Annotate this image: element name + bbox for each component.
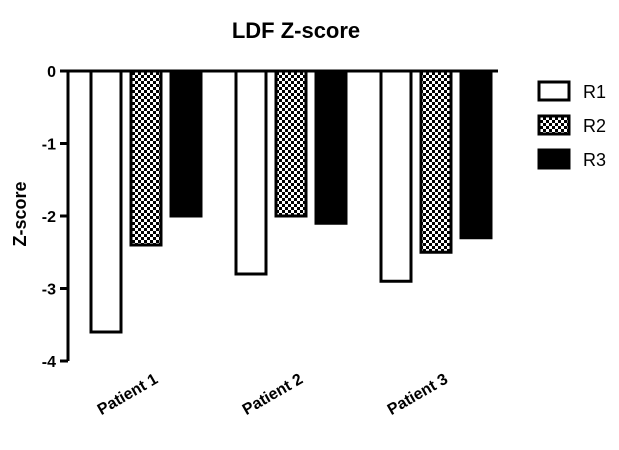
bar-r3-patient-3 [459, 69, 493, 240]
y-tick-label: -3 [42, 282, 56, 299]
bar-r2-patient-2 [274, 69, 308, 218]
legend-swatch-r3 [537, 148, 571, 170]
y-tick-label: -4 [42, 354, 56, 371]
bar-r3-patient-1 [169, 69, 203, 218]
chart-title: LDF Z-score [232, 18, 360, 43]
x-category-label: Patient 1 [95, 371, 161, 419]
legend-label-r3: R3 [583, 150, 606, 170]
y-tick-label: -1 [42, 137, 56, 154]
bar-r2-patient-3 [419, 69, 453, 254]
bar-r2-patient-1 [129, 69, 163, 247]
bar-r1-patient-1 [89, 69, 123, 334]
legend-swatch-r2 [537, 114, 571, 136]
bar-r3-patient-2 [314, 69, 348, 225]
legend: R1 R2 R3 [537, 80, 606, 170]
bar-r1-patient-3 [379, 69, 413, 283]
bar-r1-patient-2 [234, 69, 268, 276]
legend-label-r2: R2 [583, 116, 606, 136]
x-category-label: Patient 3 [385, 371, 451, 419]
legend-label-r1: R1 [583, 82, 606, 102]
legend-swatch-r1 [537, 80, 571, 102]
y-axis-label: Z-score [10, 181, 30, 246]
y-tick-label: 0 [47, 64, 56, 81]
x-category-label: Patient 2 [240, 371, 306, 419]
plot-area: 0 -1 -2 -3 -4 Patient 1 Patient 2 Patient 3 [42, 64, 498, 419]
y-tick-label: -2 [42, 209, 56, 226]
